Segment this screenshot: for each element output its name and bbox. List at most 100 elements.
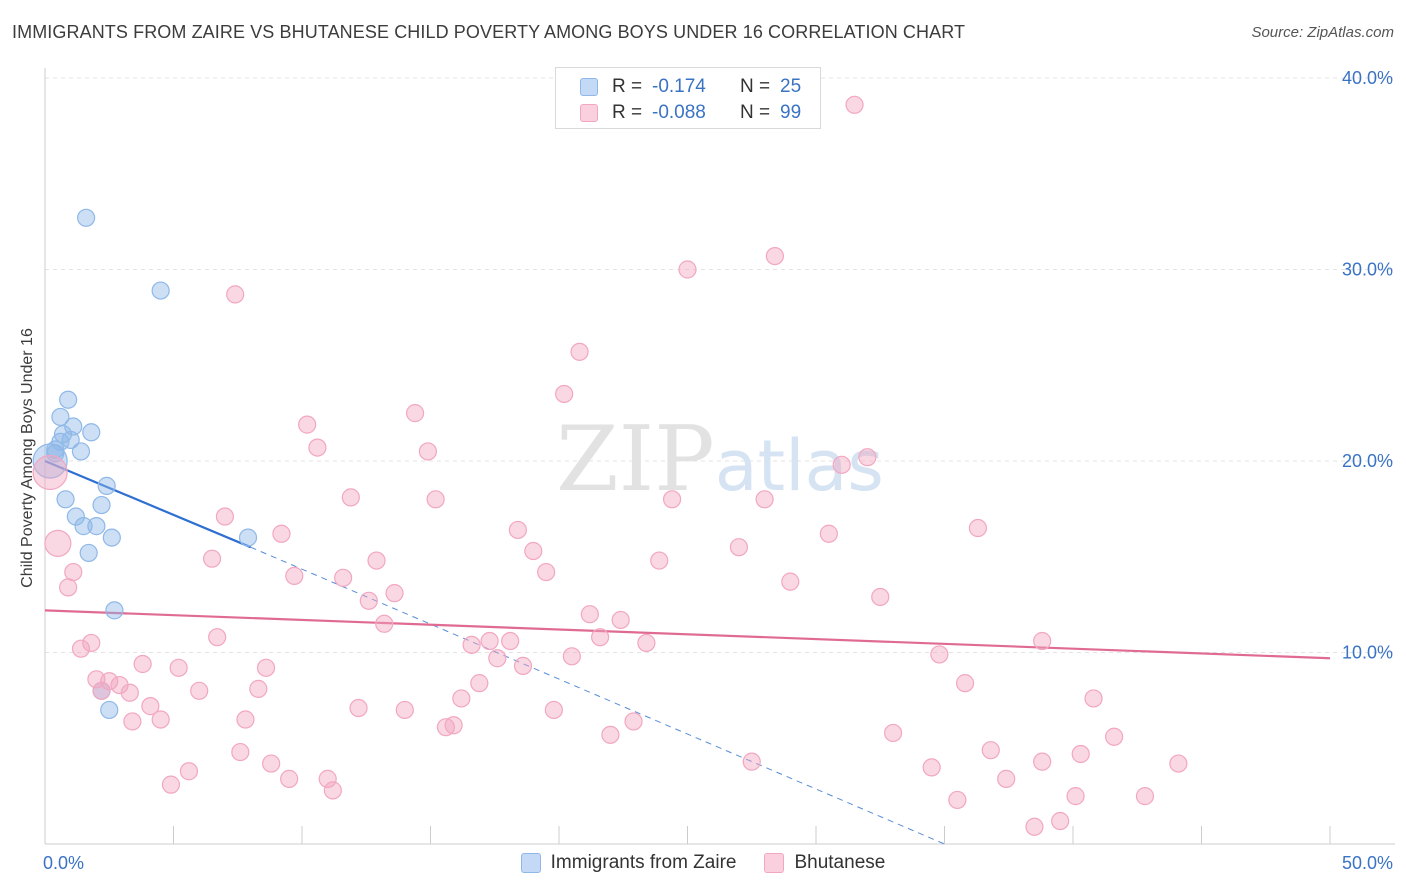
point-bhutanese — [272, 524, 291, 543]
point-bhutanese — [32, 454, 68, 491]
watermark: ZIPatlas — [556, 407, 884, 512]
point-bhutanese — [100, 672, 119, 691]
point-bhutanese — [470, 674, 489, 693]
point-zaire — [56, 490, 75, 509]
point-zaire — [92, 495, 111, 515]
point-zaire — [51, 407, 70, 427]
point-bhutanese — [385, 584, 404, 603]
point-bhutanese — [1071, 744, 1090, 764]
point-bhutanese — [375, 614, 394, 633]
legend-r-value-bhutanese: -0.088 — [652, 102, 706, 123]
series-legend-item-bhutanese[interactable]: Bhutanese — [764, 852, 885, 874]
point-bhutanese — [981, 741, 1000, 760]
point-bhutanese — [82, 633, 101, 653]
point-bhutanese — [555, 384, 574, 404]
point-bhutanese — [662, 490, 682, 509]
point-bhutanese — [570, 342, 589, 361]
point-bhutanese — [562, 647, 581, 666]
series-legend-item-zaire[interactable]: Immigrants from Zaire — [520, 852, 736, 874]
point-bhutanese — [1169, 754, 1188, 773]
legend-n-value-bhutanese: 99 — [780, 102, 802, 123]
point-bhutanese — [955, 674, 975, 693]
point-bhutanese — [845, 95, 864, 114]
y-tick-label: 40.0% — [1342, 68, 1393, 88]
trend-line-zaire — [44, 459, 252, 549]
tick-labels: 10.0% 20.0% 30.0% 40.0% 0.0% 50.0% — [43, 68, 1393, 873]
point-bhutanese — [501, 631, 520, 651]
point-bhutanese — [323, 781, 342, 800]
point-zaire — [64, 417, 83, 436]
point-bhutanese — [544, 700, 563, 720]
point-bhutanese — [765, 246, 784, 266]
point-bhutanese — [832, 455, 851, 474]
point-bhutanese — [256, 658, 276, 677]
point-zaire — [151, 281, 170, 300]
point-bhutanese — [298, 415, 317, 434]
point-bhutanese — [44, 529, 72, 557]
axes — [44, 68, 1395, 845]
point-bhutanese — [367, 551, 386, 570]
point-bhutanese — [285, 566, 304, 586]
point-bhutanese — [190, 681, 209, 700]
point-bhutanese — [120, 683, 139, 702]
point-bhutanese — [1066, 787, 1085, 806]
point-zaire — [105, 601, 124, 620]
legend-n-label: N = — [740, 102, 771, 123]
legend-n-value-zaire: 25 — [780, 76, 802, 97]
point-bhutanese — [280, 769, 299, 788]
point-bhutanese — [624, 712, 643, 731]
point-bhutanese — [997, 769, 1016, 788]
point-zaire — [102, 528, 121, 547]
point-bhutanese — [1105, 727, 1124, 746]
point-bhutanese — [781, 572, 800, 591]
point-bhutanese — [334, 568, 353, 587]
point-bhutanese — [359, 591, 378, 610]
point-bhutanese — [249, 679, 268, 698]
legend-r-label: R = — [612, 76, 643, 97]
correlation-legend: R = -0.174 N = 25 R = -0.088 N = 99 — [555, 67, 821, 129]
point-bhutanese — [318, 769, 337, 788]
point-bhutanese — [524, 541, 543, 561]
point-bhutanese — [231, 742, 250, 762]
point-bhutanese — [59, 578, 78, 597]
point-bhutanese — [151, 710, 170, 729]
y-tick-label: 30.0% — [1342, 260, 1393, 280]
point-zaire — [71, 442, 91, 461]
gridlines — [45, 77, 1395, 653]
point-zaire — [46, 444, 65, 463]
legend-r-label: R = — [612, 102, 643, 123]
point-bhutanese — [591, 628, 610, 647]
point-bhutanese — [819, 524, 838, 543]
point-zaire — [100, 700, 119, 720]
point-bhutanese — [755, 490, 774, 509]
point-zaire — [74, 517, 93, 536]
point-bhutanese — [1051, 811, 1070, 831]
point-bhutanese — [601, 725, 620, 744]
point-bhutanese — [930, 645, 949, 664]
point-zaire — [87, 517, 106, 536]
point-bhutanese — [729, 538, 749, 557]
point-zaire — [77, 208, 96, 227]
point-bhutanese — [1025, 817, 1044, 836]
legend-row-zaire: R = -0.174 N = 25 — [580, 75, 801, 99]
point-bhutanese — [133, 654, 152, 674]
watermark-zip: ZIP — [556, 407, 715, 512]
legend-r-value-zaire: -0.174 — [652, 76, 706, 97]
point-bhutanese — [1033, 631, 1052, 651]
legend-swatch-zaire — [580, 78, 598, 96]
point-bhutanese — [308, 438, 327, 457]
x-tick-label-max: 50.0% — [1342, 853, 1393, 873]
point-bhutanese — [871, 587, 890, 607]
point-zaire — [66, 507, 85, 526]
point-bhutanese — [123, 712, 142, 731]
point-bhutanese — [480, 631, 499, 651]
trend-line-bhutanese — [44, 609, 1331, 660]
point-zaire — [32, 443, 68, 479]
point-bhutanese — [92, 681, 111, 700]
watermark-atlas: atlas — [715, 425, 884, 507]
point-bhutanese — [968, 518, 988, 538]
point-bhutanese — [650, 551, 669, 570]
point-bhutanese — [637, 633, 656, 653]
point-bhutanese — [922, 758, 941, 777]
